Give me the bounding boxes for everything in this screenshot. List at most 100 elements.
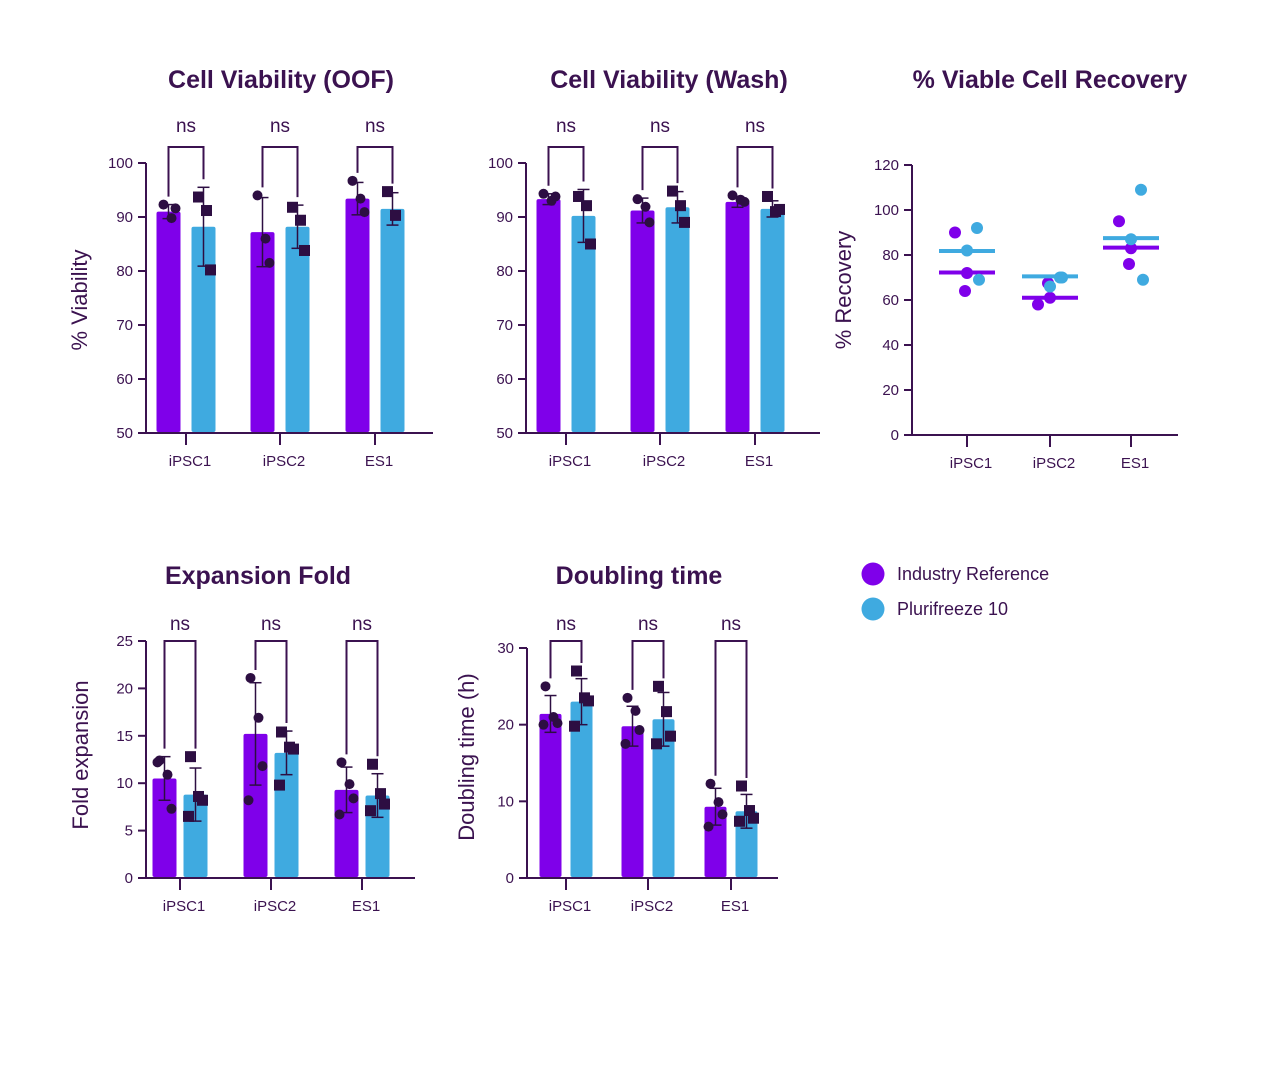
data-point-industry: [1113, 215, 1125, 228]
data-point-circle: [347, 175, 358, 186]
bar-industry: [621, 726, 644, 877]
y-tick-label: 60: [496, 371, 513, 388]
data-point-circle: [152, 757, 163, 768]
chart-4: Doubling time Doubling time (h) 0 10 20 30 iPS…: [454, 562, 778, 915]
data-point-circle: [538, 719, 549, 730]
significance-bracket: [254, 640, 288, 724]
y-tick-label: 0: [506, 870, 514, 887]
data-point-square: [205, 264, 216, 276]
data-point-circle: [344, 779, 355, 790]
y-tick-label: 80: [116, 263, 133, 280]
data-point-circle: [634, 725, 645, 736]
significance-bracket: [641, 146, 679, 191]
data-point-circle: [538, 188, 549, 199]
data-point-circle: [260, 233, 271, 244]
data-point-square: [736, 780, 747, 792]
significance-label: ns: [638, 614, 658, 635]
significance-bracket: [345, 640, 379, 757]
x-tick-label: iPSC1: [169, 453, 212, 470]
y-tick-label: 70: [496, 317, 513, 334]
x-tick-label: iPSC2: [254, 898, 297, 915]
data-point-plurifreeze: [973, 273, 985, 286]
significance-label: ns: [170, 614, 190, 635]
data-point-square: [571, 665, 582, 677]
data-point-square: [295, 214, 306, 226]
data-point-plurifreeze: [971, 222, 983, 234]
data-point-square: [665, 730, 676, 742]
significance-label: ns: [650, 116, 670, 137]
data-point-circle: [717, 809, 728, 820]
bar-industry: [539, 713, 562, 877]
y-tick-label: 25: [116, 633, 133, 650]
significance-bracket: [163, 640, 197, 749]
data-point-square: [367, 758, 378, 770]
chart-title: Expansion Fold: [165, 562, 351, 590]
legend-label: Plurifreeze 10: [897, 599, 1008, 619]
data-point-circle: [166, 213, 177, 224]
data-point-plurifreeze: [1044, 280, 1056, 293]
significance-bracket: [167, 146, 205, 197]
data-point-square: [569, 720, 580, 732]
data-point-square: [375, 788, 386, 800]
bar-industry: [536, 199, 561, 432]
data-point-circle: [264, 257, 275, 268]
data-point-circle: [622, 692, 633, 703]
data-point-square: [183, 810, 194, 822]
x-tick-label: iPSC1: [549, 453, 592, 470]
bar-industry: [152, 778, 177, 877]
y-tick-label: 100: [108, 155, 133, 172]
x-tick-label: iPSC2: [631, 898, 674, 915]
significance-bracket: [549, 640, 583, 679]
y-tick-label: 90: [116, 209, 133, 226]
x-tick-label: iPSC1: [950, 455, 993, 472]
data-point-circle: [640, 201, 651, 212]
significance-label: ns: [176, 116, 196, 137]
data-point-square: [762, 190, 773, 202]
x-tick-label: iPSC1: [549, 898, 592, 915]
chart-title: Cell Viability (Wash): [550, 66, 788, 94]
x-tick-label: iPSC1: [163, 898, 206, 915]
legend-swatch: [861, 562, 885, 586]
legend-label: Industry Reference: [897, 564, 1049, 584]
bar-industry: [725, 201, 750, 432]
chart-2: % Viable Cell Recovery % Recovery 0 20 40 60 8…: [831, 66, 1187, 472]
y-tick-label: 0: [891, 427, 899, 444]
data-point-circle: [644, 217, 655, 228]
data-point-circle: [257, 761, 268, 772]
data-point-circle: [703, 821, 714, 832]
significance-bracket: [547, 146, 585, 186]
data-point-circle: [552, 718, 563, 729]
y-axis-label: % Viability: [67, 249, 92, 350]
data-point-circle: [334, 809, 345, 820]
x-tick-label: ES1: [721, 898, 749, 915]
bar-plurifreeze: [760, 208, 785, 432]
data-point-square: [382, 186, 393, 198]
x-tick-label: ES1: [1121, 455, 1149, 472]
data-point-circle: [550, 191, 561, 202]
data-point-square: [661, 706, 672, 718]
data-point-circle: [170, 203, 181, 214]
legend-swatch: [861, 597, 885, 621]
chart-0: Cell Viability (OOF) % Viability 50 60 70 80 9…: [67, 66, 433, 470]
data-point-square: [585, 238, 596, 250]
data-point-square: [774, 203, 785, 215]
y-tick-label: 50: [496, 425, 513, 442]
data-point-circle: [632, 194, 643, 205]
data-point-circle: [739, 196, 750, 207]
bar-plurifreeze: [191, 226, 216, 432]
significance-label: ns: [556, 116, 576, 137]
data-point-circle: [162, 769, 173, 780]
bar-plurifreeze: [570, 701, 593, 877]
y-tick-label: 100: [488, 155, 513, 172]
data-point-square: [193, 191, 204, 203]
data-point-circle: [336, 757, 347, 768]
data-point-square: [201, 205, 212, 217]
data-point-square: [675, 200, 686, 212]
data-point-plurifreeze: [1135, 183, 1147, 196]
y-tick-label: 20: [497, 717, 514, 734]
y-tick-label: 60: [116, 371, 133, 388]
data-point-circle: [727, 190, 738, 201]
significance-bracket: [631, 640, 665, 690]
bar-plurifreeze: [571, 215, 596, 432]
